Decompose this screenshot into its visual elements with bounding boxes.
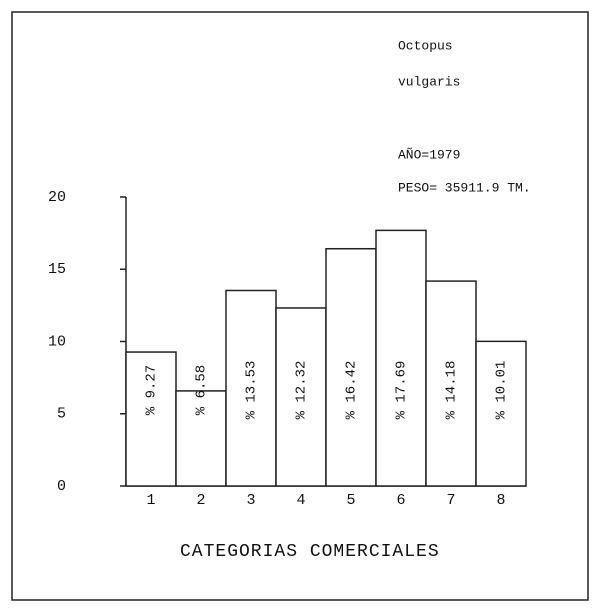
x-tick-label: 2 <box>196 492 205 509</box>
bar <box>175 390 227 487</box>
x-tick-label: 3 <box>246 492 255 509</box>
x-axis-label: CATEGORIAS COMERCIALES <box>180 542 440 562</box>
bar <box>125 351 177 487</box>
annotation: PESO= 35911.9 TM. <box>398 180 531 195</box>
value-label: % 14.18 <box>444 361 460 420</box>
x-tick-label: 7 <box>446 492 455 509</box>
value-label: % 9.27 <box>144 365 160 415</box>
frame <box>11 11 589 601</box>
y-tick-label: 0 <box>57 478 66 495</box>
bar <box>375 229 427 487</box>
value-label: % 6.58 <box>194 365 210 415</box>
value-label: % 10.01 <box>494 361 510 420</box>
bar <box>225 289 277 487</box>
y-tick-label: 15 <box>48 261 66 278</box>
bar <box>425 280 477 487</box>
bar <box>325 247 377 487</box>
y-tick-label: 20 <box>48 189 66 206</box>
value-label: % 12.32 <box>294 361 310 420</box>
annotation: AÑO=1979 <box>398 147 460 162</box>
value-label: % 16.42 <box>344 361 360 420</box>
bar <box>275 307 327 487</box>
x-tick-label: 8 <box>496 492 505 509</box>
value-label: % 13.53 <box>244 361 260 420</box>
x-tick-label: 6 <box>396 492 405 509</box>
y-tick-label: 10 <box>48 333 66 350</box>
annotation: vulgaris <box>398 74 460 89</box>
x-tick-label: 1 <box>146 492 155 509</box>
annotation: Octopus <box>398 38 453 53</box>
x-tick-label: 5 <box>346 492 355 509</box>
bar <box>475 340 527 487</box>
x-tick-label: 4 <box>296 492 305 509</box>
value-label: % 17.69 <box>394 361 410 420</box>
y-tick-label: 5 <box>57 406 66 423</box>
